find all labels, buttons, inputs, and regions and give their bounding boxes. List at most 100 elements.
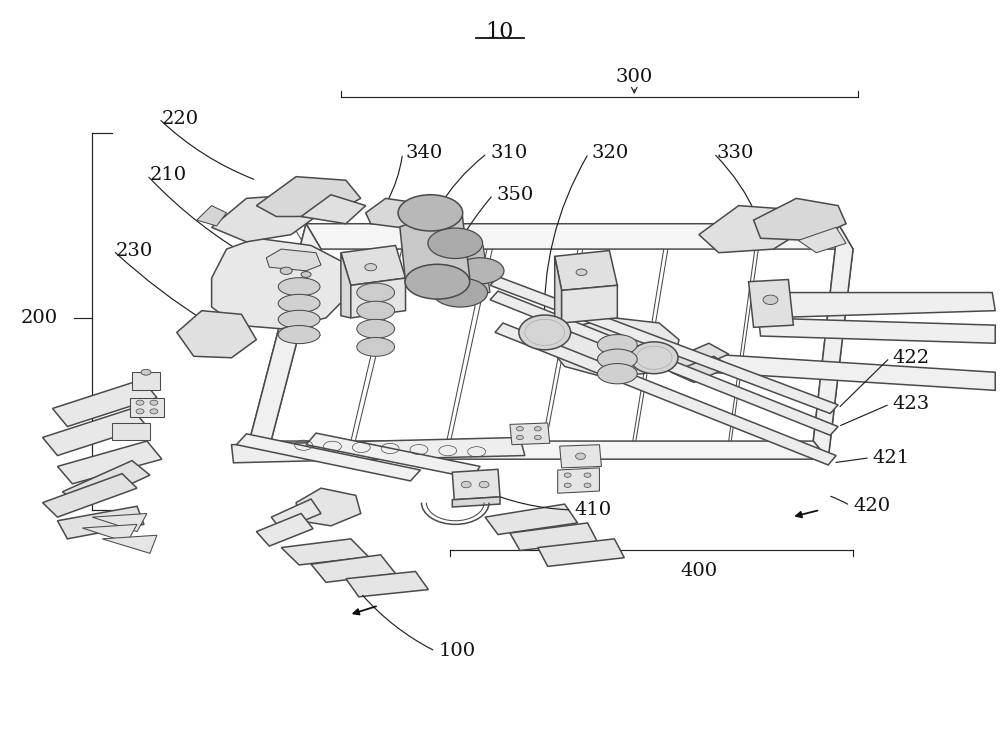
Polygon shape	[699, 206, 808, 253]
Polygon shape	[490, 277, 838, 413]
Ellipse shape	[278, 294, 320, 312]
Polygon shape	[510, 423, 550, 445]
Polygon shape	[266, 249, 321, 271]
Polygon shape	[555, 318, 679, 376]
Polygon shape	[43, 409, 147, 456]
Text: 320: 320	[591, 145, 629, 163]
Ellipse shape	[357, 283, 395, 302]
Polygon shape	[57, 441, 162, 484]
Polygon shape	[452, 497, 500, 507]
Ellipse shape	[357, 301, 395, 320]
Polygon shape	[749, 280, 793, 327]
Polygon shape	[306, 223, 853, 249]
Polygon shape	[485, 504, 578, 534]
Polygon shape	[562, 285, 617, 323]
Polygon shape	[558, 468, 599, 493]
Polygon shape	[256, 177, 361, 217]
Ellipse shape	[433, 278, 488, 307]
Polygon shape	[667, 343, 729, 371]
Polygon shape	[177, 311, 256, 358]
Polygon shape	[555, 250, 617, 291]
Ellipse shape	[564, 483, 571, 488]
Text: 230: 230	[116, 242, 153, 260]
Ellipse shape	[630, 342, 678, 374]
Polygon shape	[112, 423, 150, 440]
Polygon shape	[306, 433, 480, 478]
Polygon shape	[341, 253, 351, 318]
Polygon shape	[452, 469, 500, 500]
Ellipse shape	[516, 426, 523, 431]
Ellipse shape	[479, 481, 489, 488]
Polygon shape	[346, 572, 428, 597]
Text: 300: 300	[616, 68, 653, 86]
Text: 422: 422	[893, 349, 930, 366]
Polygon shape	[130, 398, 164, 417]
Ellipse shape	[584, 483, 591, 488]
Polygon shape	[232, 437, 525, 463]
Polygon shape	[538, 539, 624, 566]
Ellipse shape	[136, 400, 144, 405]
Polygon shape	[490, 291, 838, 435]
Text: 400: 400	[680, 562, 717, 580]
Ellipse shape	[365, 264, 377, 271]
Ellipse shape	[534, 435, 541, 439]
Polygon shape	[281, 539, 369, 565]
Ellipse shape	[597, 334, 637, 355]
Polygon shape	[399, 215, 470, 282]
Polygon shape	[82, 524, 137, 542]
Text: 350: 350	[496, 185, 533, 204]
Polygon shape	[495, 323, 836, 465]
Ellipse shape	[278, 310, 320, 328]
Polygon shape	[510, 523, 597, 550]
Ellipse shape	[280, 267, 292, 274]
Polygon shape	[53, 380, 157, 426]
Text: 310: 310	[490, 145, 527, 163]
Ellipse shape	[428, 228, 483, 258]
Ellipse shape	[150, 400, 158, 405]
Ellipse shape	[456, 258, 504, 284]
Polygon shape	[92, 513, 147, 531]
Polygon shape	[132, 372, 160, 391]
Ellipse shape	[564, 473, 571, 477]
Ellipse shape	[301, 272, 311, 277]
Text: 200: 200	[20, 309, 57, 327]
Polygon shape	[651, 350, 995, 391]
Ellipse shape	[136, 409, 144, 414]
Polygon shape	[249, 223, 321, 459]
Polygon shape	[759, 293, 995, 318]
Polygon shape	[341, 245, 406, 285]
Ellipse shape	[150, 409, 158, 414]
Polygon shape	[366, 199, 418, 227]
Text: 330: 330	[717, 145, 754, 163]
Polygon shape	[555, 256, 562, 323]
Ellipse shape	[534, 426, 541, 431]
Text: 220: 220	[162, 110, 199, 128]
Text: 421: 421	[873, 449, 910, 466]
Text: 100: 100	[438, 642, 475, 660]
Polygon shape	[813, 223, 853, 459]
Ellipse shape	[516, 435, 523, 439]
Polygon shape	[271, 499, 321, 530]
Polygon shape	[102, 535, 157, 553]
Polygon shape	[197, 206, 227, 226]
Polygon shape	[212, 238, 351, 328]
Ellipse shape	[597, 364, 637, 384]
Ellipse shape	[398, 195, 463, 231]
Text: 210: 210	[150, 166, 187, 184]
Polygon shape	[311, 555, 396, 583]
Text: 340: 340	[406, 145, 443, 163]
Ellipse shape	[584, 473, 591, 477]
Polygon shape	[296, 488, 361, 526]
Ellipse shape	[278, 326, 320, 344]
Ellipse shape	[357, 319, 395, 338]
Text: 423: 423	[893, 395, 930, 413]
Polygon shape	[249, 441, 828, 459]
Polygon shape	[212, 195, 321, 242]
Ellipse shape	[461, 481, 471, 488]
Ellipse shape	[141, 369, 151, 375]
Ellipse shape	[357, 337, 395, 356]
Polygon shape	[236, 434, 420, 481]
Text: 10: 10	[486, 20, 514, 43]
Polygon shape	[351, 278, 406, 318]
Ellipse shape	[278, 277, 320, 296]
